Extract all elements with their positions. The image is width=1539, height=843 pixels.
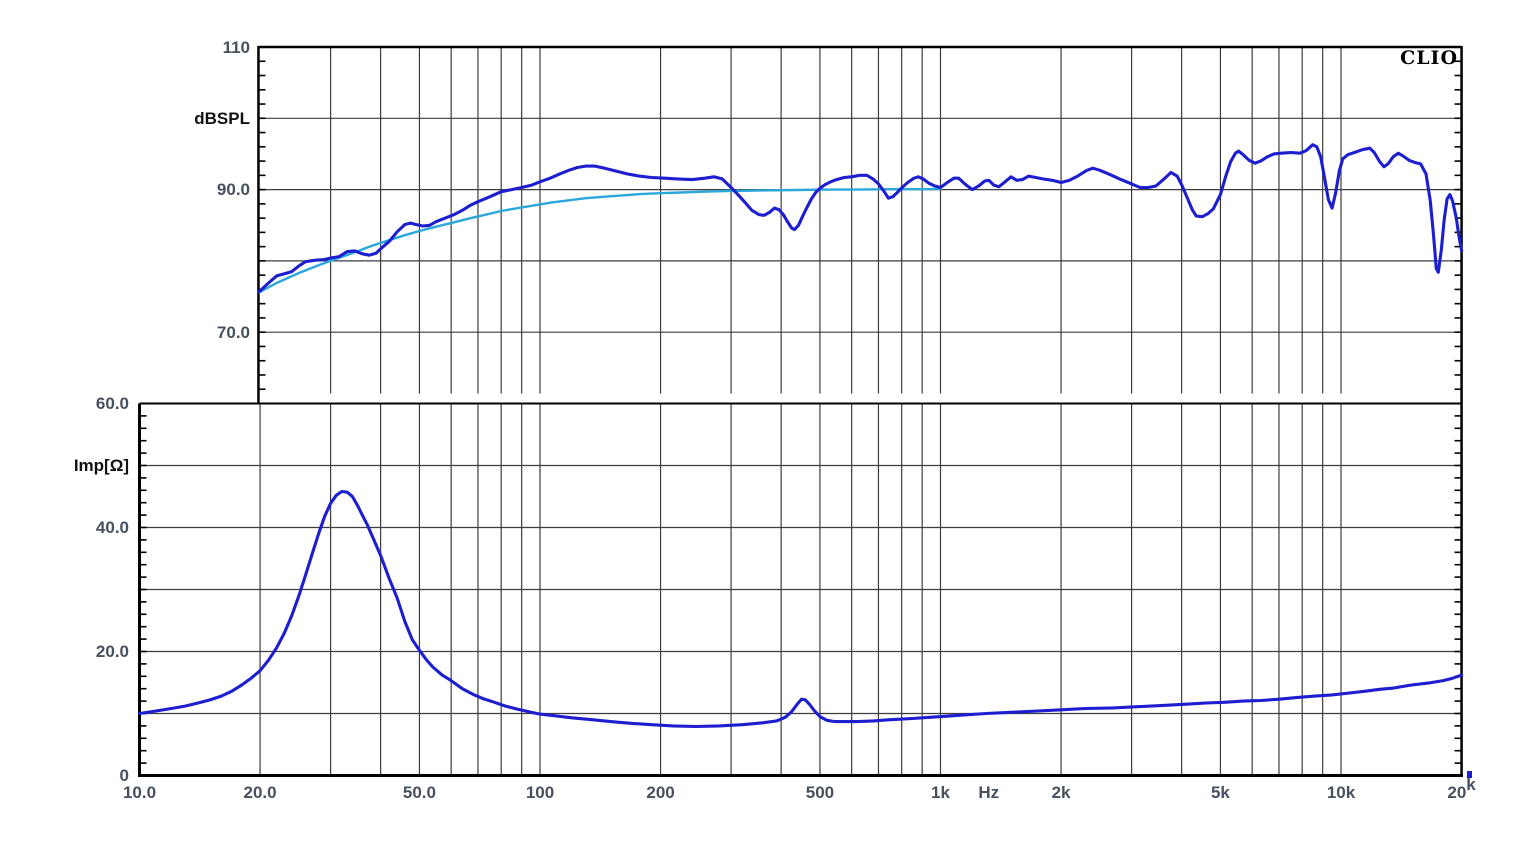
grid-lines [139, 48, 1462, 775]
freq-axis-label-5k: 5k [1175, 782, 1265, 803]
freq-axis-label-20k: 20k [1417, 775, 1507, 803]
freq-label-text: 20 [1447, 783, 1467, 802]
freq-axis-label-10.0: 10.0 [95, 782, 185, 803]
freq-axis-label-2k: 2k [1016, 782, 1106, 803]
spl-axis-label-90.0: 90.0 [216, 180, 250, 200]
freq-axis-label-Hz: Hz [944, 782, 1034, 803]
freq-label-superscript: k [1466, 775, 1476, 794]
measured-spl-curve [257, 143, 1464, 294]
freq-axis-label-50.0: 50.0 [374, 782, 464, 803]
freq-label-text: Hz [978, 783, 1000, 802]
curves [137, 143, 1472, 778]
freq-label-text: 10.0 [122, 783, 157, 802]
freq-label-text: 10k [1326, 783, 1356, 802]
freq-label-text: 5k [1210, 783, 1230, 802]
freq-label-text: 200 [646, 783, 675, 802]
freq-axis-label-500: 500 [775, 782, 865, 803]
imp-axis-label-20.0: 20.0 [95, 642, 129, 661]
freq-axis-label-20.0: 20.0 [215, 782, 305, 803]
stray-cursor-mark [1467, 771, 1472, 778]
imp-axis-label-40.0: 40.0 [95, 518, 129, 537]
imp-axis-unit-label: Imp[Ω] [73, 456, 129, 475]
freq-axis-label-1k: 1k [896, 782, 986, 803]
freq-label-text: 1k [931, 783, 950, 802]
smoothed-lf-response-curve [258, 187, 942, 294]
clio-logo: CLIO [1400, 47, 1458, 69]
panel-borders [138, 45, 1463, 777]
impedance-curve [137, 489, 1464, 729]
spl-axis-label-70.0: 70.0 [216, 322, 250, 342]
freq-axis-label-200: 200 [616, 782, 706, 803]
spl-axis-unit-label: dBSPL [194, 108, 250, 128]
spl-axis-label-110: 110 [222, 37, 250, 57]
axis-minor-ticks [139, 60, 1462, 764]
freq-label-text: 50.0 [402, 783, 436, 802]
freq-label-text: 2k [1051, 783, 1071, 802]
freq-label-text: 20.0 [243, 783, 277, 802]
freq-label-text: 500 [805, 783, 835, 802]
freq-axis-label-10k: 10k [1296, 782, 1386, 803]
imp-axis-label-0: 0 [119, 766, 129, 785]
freq-label-text: 100 [525, 783, 555, 802]
freq-axis-label-100: 100 [495, 782, 585, 803]
imp-axis-label-60.0: 60.0 [95, 394, 129, 413]
